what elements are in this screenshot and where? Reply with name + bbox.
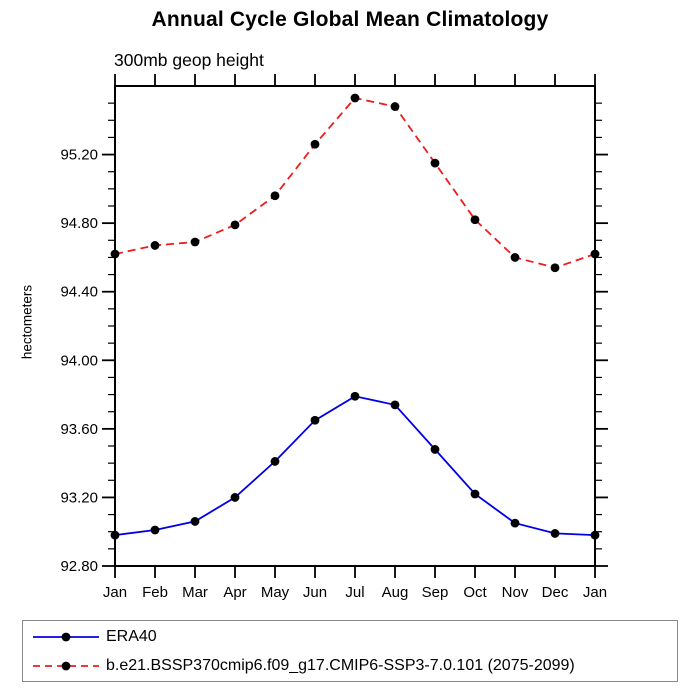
data-point-marker	[470, 215, 480, 225]
y-tick-label: 93.20	[60, 489, 98, 506]
data-point-marker	[470, 489, 480, 499]
data-point-marker	[390, 400, 400, 410]
data-point-marker	[510, 518, 520, 528]
data-point-marker	[510, 253, 520, 262]
data-point-marker	[310, 415, 320, 425]
y-tick-label: 94.80	[60, 215, 98, 232]
x-tick-label: Aug	[382, 584, 409, 601]
legend-label: ERA40	[106, 627, 157, 645]
x-tick-label: Mar	[182, 584, 208, 601]
x-tick-label: Jan	[583, 584, 607, 601]
y-tick-label: 94.40	[60, 284, 98, 301]
data-point-marker	[230, 220, 240, 230]
data-point-marker	[190, 517, 200, 526]
legend-label: b.e21.BSSP370cmip6.f09_g17.CMIP6-SSP3-7.…	[106, 656, 575, 674]
y-tick-label: 93.60	[60, 421, 98, 438]
data-point-marker	[110, 530, 120, 540]
data-point-marker	[230, 493, 240, 502]
x-tick-label: Jul	[345, 584, 364, 601]
data-point-marker	[350, 391, 360, 401]
x-tick-label: Jan	[103, 584, 127, 601]
y-tick-label: 92.80	[60, 558, 98, 575]
data-point-marker	[310, 139, 320, 149]
x-tick-label: Jun	[303, 584, 327, 601]
data-point-marker	[150, 241, 160, 250]
data-point-marker	[390, 102, 400, 111]
series-line-0	[114, 395, 596, 536]
x-tick-label: Sep	[422, 584, 449, 601]
legend-line-sample	[33, 632, 99, 641]
data-point-marker	[550, 263, 560, 273]
x-tick-label: May	[261, 584, 290, 601]
x-tick-label: Nov	[502, 584, 529, 601]
data-point-marker	[270, 191, 280, 201]
data-point-marker	[430, 158, 440, 168]
chart-canvas: 92.80 93.20 93.60 94.00 94.40 94.80 95.20 Jan Fe…	[60, 74, 608, 601]
data-point-marker	[550, 529, 560, 538]
y-tick-label: 94.00	[60, 352, 98, 369]
data-point-marker	[190, 237, 200, 247]
data-point-marker	[110, 249, 120, 259]
x-tick-label: Dec	[542, 584, 569, 601]
x-tick-label: Apr	[223, 584, 246, 601]
plot-frame	[114, 85, 596, 567]
data-point-marker	[270, 457, 280, 466]
data-point-marker	[590, 530, 600, 540]
chart-subtitle: 300mb geop height	[114, 50, 264, 70]
x-tick-label: Oct	[463, 584, 487, 601]
series-line-1	[114, 97, 596, 269]
legend-row: b.e21.BSSP370cmip6.f09_g17.CMIP6-SSP3-7.…	[23, 652, 677, 679]
legend-line-sample	[33, 661, 99, 670]
data-point-marker	[430, 445, 440, 454]
data-point-marker	[590, 249, 600, 259]
data-point-marker	[350, 93, 360, 103]
data-point-marker	[150, 525, 160, 535]
x-tick-label: Feb	[142, 584, 168, 601]
legend-row: ERA40	[23, 623, 677, 650]
legend-box: ERA40 b.e21.BSSP370cmip6.f09_g17.CMIP6-SS…	[22, 620, 678, 682]
y-tick-label: 95.20	[60, 147, 98, 164]
chart-title: Annual Cycle Global Mean Climatology	[151, 8, 549, 31]
